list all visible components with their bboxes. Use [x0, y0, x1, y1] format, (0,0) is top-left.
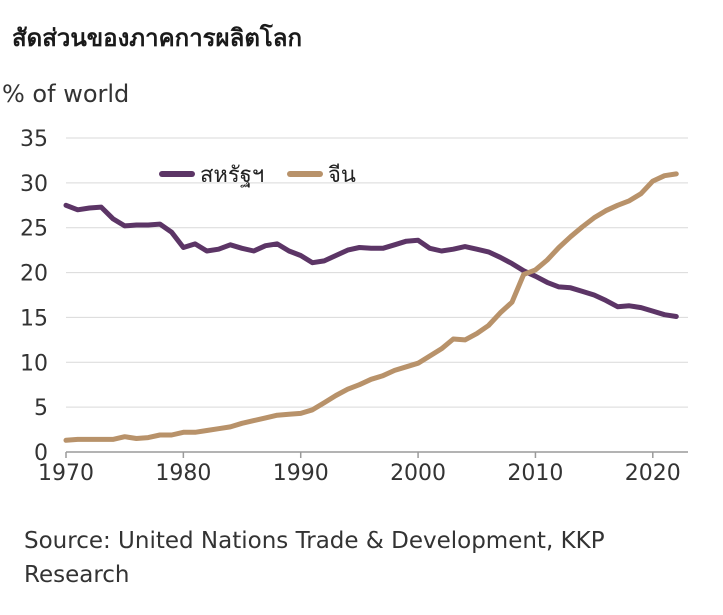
y-tick-label: 35	[20, 127, 48, 152]
y-tick-label: 10	[20, 351, 48, 376]
x-tick-label: 2000	[390, 461, 446, 486]
line-chart: 0 5 10 15 20 25 30 35 1970 1980 1990 2000 2010 2020 สห…	[20, 127, 688, 486]
x-tick-label: 1970	[38, 461, 94, 486]
chart-title: สัดส่วนของภาคการผลิตโลก	[12, 24, 303, 52]
y-tick-label: 25	[20, 217, 48, 242]
y-axis-label: % of world	[2, 80, 130, 108]
y-tick-label: 5	[34, 396, 48, 421]
x-tick-label: 2020	[625, 461, 681, 486]
legend-label-china: จีน	[328, 163, 356, 188]
y-tick-label: 20	[20, 262, 48, 287]
x-tick-label: 1990	[273, 461, 329, 486]
series-line-usa	[63, 202, 679, 319]
y-tick-label: 30	[20, 172, 48, 197]
x-tick-label: 2010	[507, 461, 563, 486]
source-note: Source: United Nations Trade & Developme…	[24, 528, 605, 588]
y-tick-label: 0	[34, 441, 48, 466]
legend-label-usa: สหรัฐฯ	[200, 163, 264, 188]
x-tick-label: 1980	[155, 461, 211, 486]
series-line-china	[63, 171, 679, 443]
y-tick-label: 15	[20, 306, 48, 331]
